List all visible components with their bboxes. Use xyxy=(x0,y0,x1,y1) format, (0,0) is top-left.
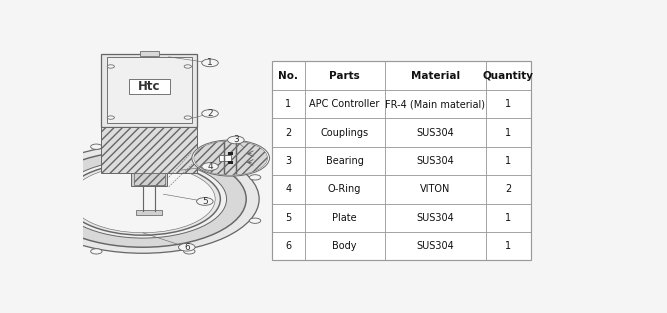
Text: SUS304: SUS304 xyxy=(416,156,454,166)
Text: Couplings: Couplings xyxy=(321,127,369,137)
Text: 1: 1 xyxy=(505,213,512,223)
Circle shape xyxy=(183,249,195,254)
Circle shape xyxy=(194,141,267,175)
Circle shape xyxy=(201,163,218,170)
Text: SUS304: SUS304 xyxy=(416,213,454,223)
Text: 1: 1 xyxy=(207,58,213,67)
Text: 1: 1 xyxy=(505,156,512,166)
Text: 3: 3 xyxy=(285,156,291,166)
Circle shape xyxy=(184,116,191,119)
Text: Bearing: Bearing xyxy=(325,156,364,166)
Bar xyxy=(227,152,233,155)
Bar xyxy=(151,174,158,185)
Bar xyxy=(134,172,165,185)
Bar xyxy=(107,57,192,123)
Bar xyxy=(101,54,197,127)
Text: 4: 4 xyxy=(207,162,213,171)
Circle shape xyxy=(39,151,246,247)
Circle shape xyxy=(71,165,215,233)
Text: 1: 1 xyxy=(505,241,512,251)
Text: Quantity: Quantity xyxy=(483,71,534,81)
Circle shape xyxy=(107,65,115,68)
Bar xyxy=(272,61,531,260)
Circle shape xyxy=(59,160,227,238)
Circle shape xyxy=(249,175,261,180)
Text: SUS304: SUS304 xyxy=(416,241,454,251)
Circle shape xyxy=(201,110,218,117)
Text: Body: Body xyxy=(332,241,357,251)
Text: SUS304: SUS304 xyxy=(416,127,454,137)
Circle shape xyxy=(192,140,269,176)
Text: 5: 5 xyxy=(202,197,207,206)
Circle shape xyxy=(25,175,36,180)
Text: 1: 1 xyxy=(285,99,291,109)
Text: 6: 6 xyxy=(184,243,189,252)
Bar xyxy=(219,155,231,162)
Text: Htc: Htc xyxy=(138,80,161,93)
Bar xyxy=(129,79,170,94)
Text: 4: 4 xyxy=(285,184,291,194)
Bar xyxy=(131,172,167,186)
Bar xyxy=(140,174,147,185)
Text: 1: 1 xyxy=(505,99,512,109)
Text: O-Ring: O-Ring xyxy=(328,184,362,194)
Circle shape xyxy=(91,249,102,254)
Circle shape xyxy=(25,218,36,223)
Text: 1: 1 xyxy=(505,127,512,137)
Text: VITON: VITON xyxy=(420,184,450,194)
Text: Parts: Parts xyxy=(329,71,360,81)
Circle shape xyxy=(227,136,244,144)
Bar xyxy=(227,161,233,164)
Circle shape xyxy=(179,244,195,251)
Text: APC Controller: APC Controller xyxy=(309,99,380,109)
Text: Plate: Plate xyxy=(332,213,357,223)
Text: Material: Material xyxy=(411,71,460,81)
Circle shape xyxy=(201,59,218,67)
Circle shape xyxy=(197,198,213,205)
Bar xyxy=(101,127,197,172)
Bar xyxy=(136,210,162,215)
Text: 6: 6 xyxy=(285,241,291,251)
Text: No.: No. xyxy=(278,71,298,81)
Circle shape xyxy=(27,145,259,253)
Text: 2: 2 xyxy=(207,109,213,118)
Circle shape xyxy=(65,163,220,235)
Circle shape xyxy=(183,144,195,149)
Text: 2: 2 xyxy=(285,127,291,137)
Circle shape xyxy=(249,218,261,223)
Text: 5: 5 xyxy=(285,213,291,223)
Text: 2: 2 xyxy=(505,184,512,194)
Circle shape xyxy=(91,144,102,149)
Circle shape xyxy=(184,65,191,68)
Bar xyxy=(140,51,159,56)
Text: FR-4 (Main material): FR-4 (Main material) xyxy=(385,99,485,109)
Circle shape xyxy=(107,116,115,119)
Text: 3: 3 xyxy=(233,136,239,145)
